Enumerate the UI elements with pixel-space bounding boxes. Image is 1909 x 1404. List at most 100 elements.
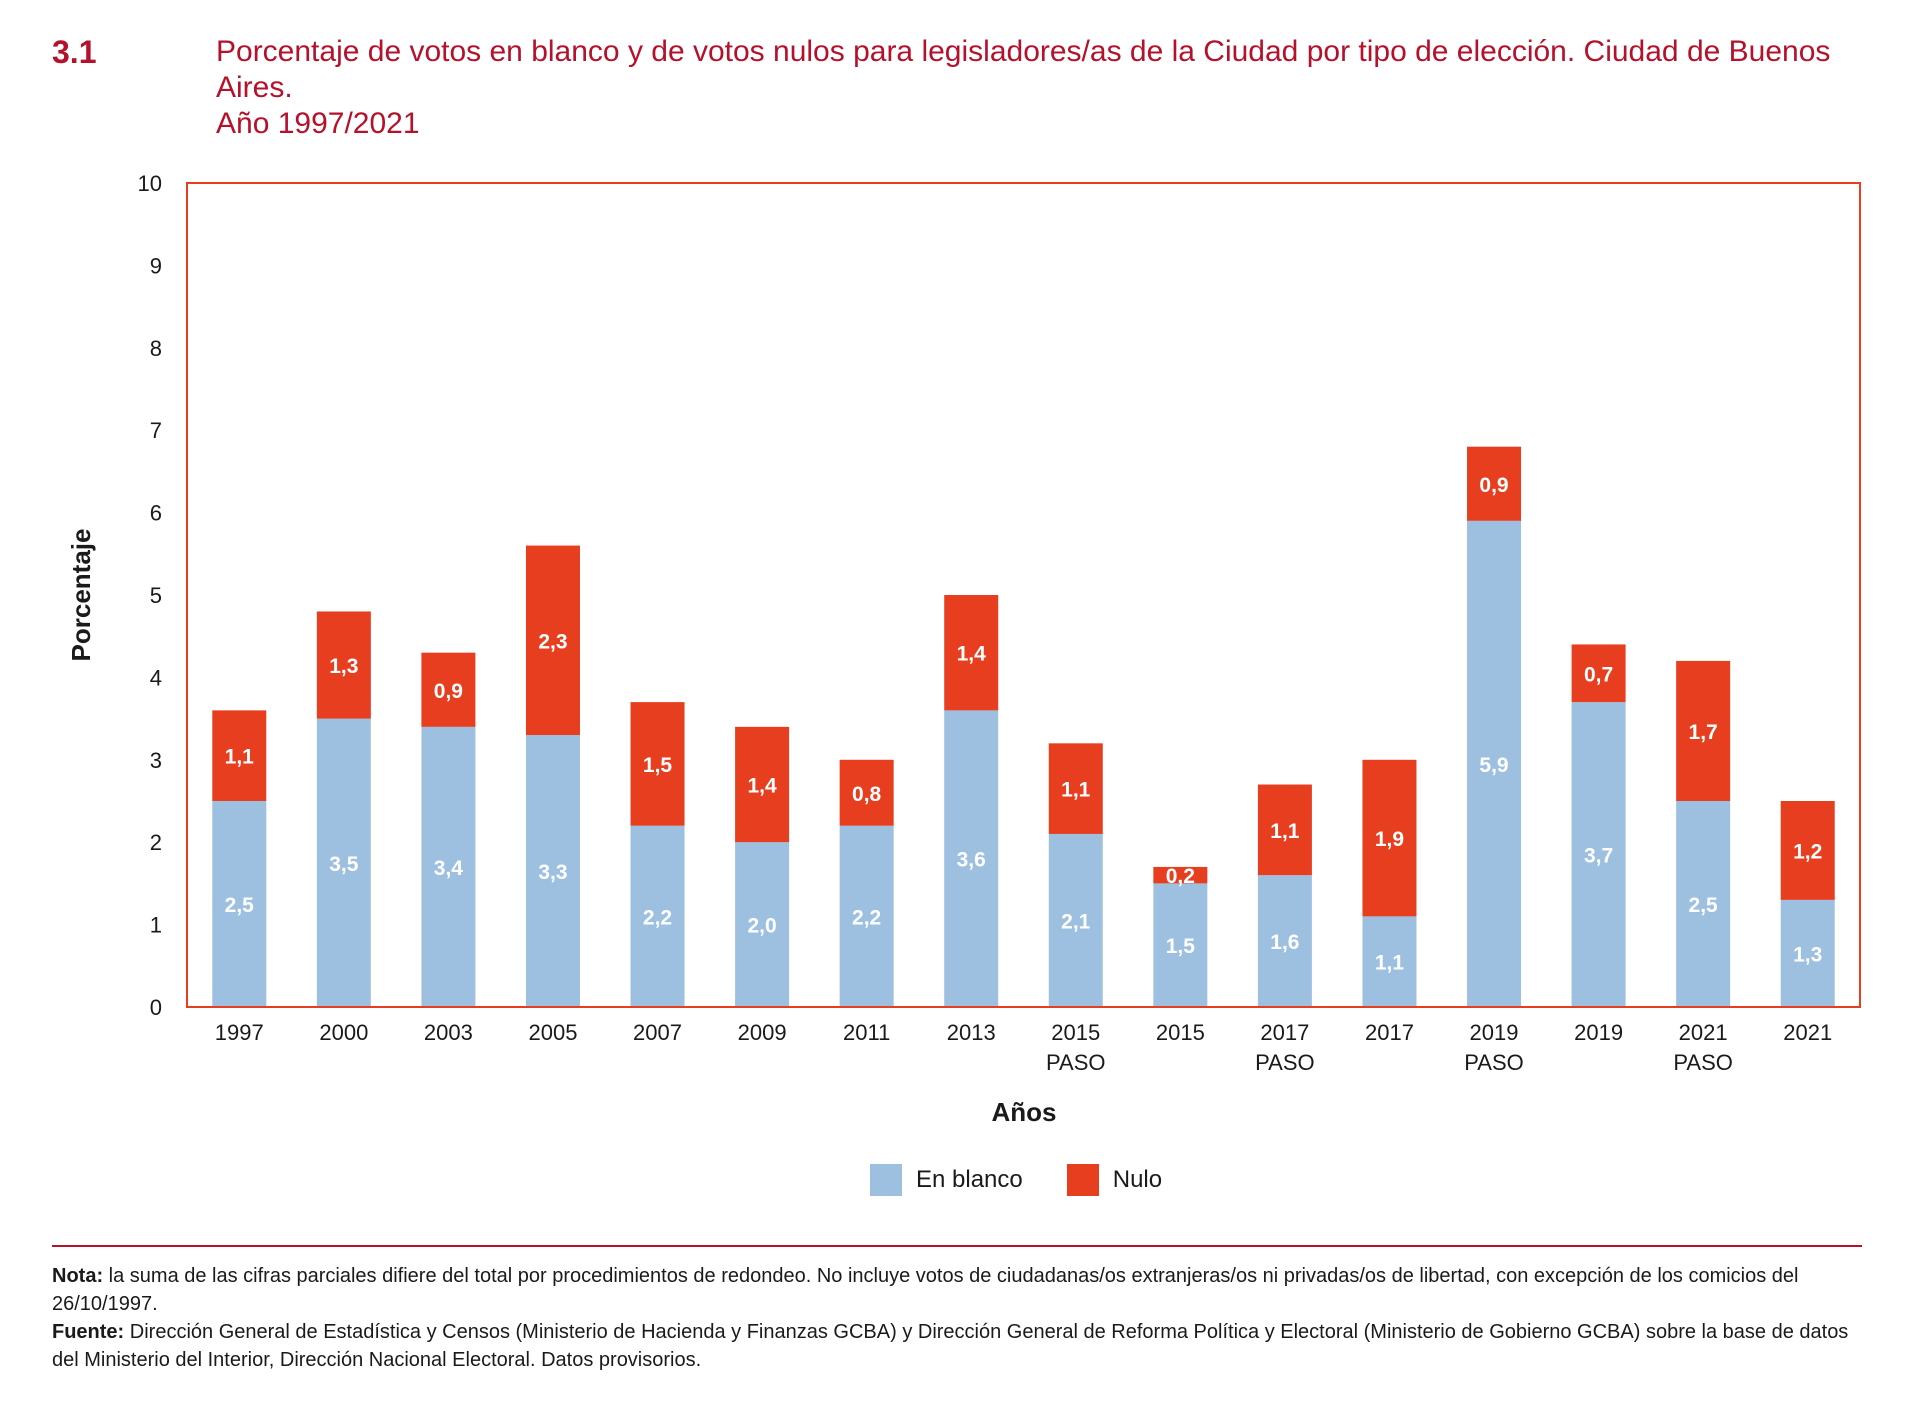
bar-label-en-blanco: 3,4 bbox=[434, 857, 464, 880]
source-label: Fuente: bbox=[52, 1321, 125, 1343]
legend-item-nulo: Nulo bbox=[1066, 1164, 1163, 1196]
bar-en-blanco bbox=[1676, 801, 1731, 1007]
bar-label-nulo: 1,5 bbox=[643, 754, 673, 777]
bar-label-nulo: 0,7 bbox=[1584, 663, 1613, 686]
bar-nulo bbox=[316, 611, 371, 719]
x-tick-label: PASO bbox=[1464, 1050, 1524, 1075]
bar-label-en-blanco: 3,6 bbox=[957, 849, 986, 872]
source-text: Dirección General de Estadística y Censo… bbox=[52, 1321, 1849, 1371]
x-tick-label: 2013 bbox=[947, 1020, 996, 1045]
bar-en-blanco bbox=[1780, 899, 1835, 1007]
bar-nulo bbox=[630, 702, 685, 826]
legend: En blanco Nulo bbox=[870, 1164, 1206, 1196]
y-tick-label: 6 bbox=[150, 501, 162, 526]
y-tick-label: 7 bbox=[150, 418, 162, 443]
y-axis-label: Porcentaje bbox=[66, 529, 96, 662]
bar-en-blanco bbox=[735, 842, 790, 1007]
bar-nulo bbox=[839, 759, 894, 826]
bar-en-blanco bbox=[316, 718, 371, 1007]
x-tick-label: 2021 bbox=[1783, 1020, 1832, 1045]
x-axis-ticks: 1997 2000 2003 2005 2007 2009 2011 2013 2015 PASO… bbox=[215, 1020, 1832, 1075]
bar-label-en-blanco: 1,5 bbox=[1166, 935, 1196, 958]
bar-nulo bbox=[1048, 743, 1103, 834]
y-axis-ticks: 0 1 2 3 4 5 6 7 8 9 10 bbox=[138, 171, 162, 1020]
y-tick-label: 9 bbox=[150, 253, 162, 278]
stacked-bar-chart: 0 1 2 3 4 5 6 7 8 9 10 2,5 1,1 3,5 1,3 3,4 0,9 3,3 2,3 2,2… bbox=[66, 171, 1861, 1127]
bar-label-nulo: 1,1 bbox=[225, 746, 255, 769]
x-axis-label: Años bbox=[992, 1097, 1057, 1127]
x-tick-label: 2000 bbox=[319, 1020, 368, 1045]
bar-nulo bbox=[1257, 784, 1312, 876]
bar-label-en-blanco: 2,2 bbox=[643, 906, 672, 929]
bar-label-nulo: 1,4 bbox=[747, 775, 777, 798]
bar-nulo bbox=[1676, 660, 1731, 801]
bar-en-blanco bbox=[839, 825, 894, 1007]
x-tick-label: PASO bbox=[1673, 1050, 1733, 1075]
bar-label-en-blanco: 1,1 bbox=[1375, 952, 1405, 975]
legend-item-en-blanco: En blanco bbox=[870, 1164, 1023, 1196]
bar-en-blanco bbox=[1362, 916, 1417, 1007]
chart-title: Porcentaje de votos en blanco y de votos… bbox=[216, 34, 1866, 142]
bar-nulo bbox=[212, 710, 267, 801]
y-tick-label: 5 bbox=[150, 583, 162, 608]
bar-nulo bbox=[1153, 866, 1208, 884]
bar-label-nulo: 0,9 bbox=[434, 680, 463, 703]
source-paragraph: Fuente: Dirección General de Estadística… bbox=[52, 1318, 1866, 1374]
legend-swatch-en-blanco bbox=[870, 1164, 902, 1196]
y-tick-label: 2 bbox=[150, 830, 162, 855]
bar-label-nulo: 1,1 bbox=[1061, 779, 1091, 802]
x-tick-label: 1997 bbox=[215, 1020, 264, 1045]
bar-label-en-blanco: 2,2 bbox=[852, 906, 881, 929]
notes-section: Nota: la suma de las cifras parciales di… bbox=[52, 1262, 1866, 1374]
x-tick-label: 2017 bbox=[1260, 1020, 1309, 1045]
bar-label-en-blanco: 2,5 bbox=[225, 894, 255, 917]
note-text: la suma de las cifras parciales difiere … bbox=[52, 1265, 1799, 1315]
bar-en-blanco bbox=[421, 726, 476, 1007]
bar-label-en-blanco: 2,0 bbox=[747, 915, 776, 938]
y-tick-label: 0 bbox=[150, 995, 162, 1020]
bar-label-nulo: 0,8 bbox=[852, 783, 882, 806]
x-tick-label: 2021 bbox=[1679, 1020, 1728, 1045]
bar-label-nulo: 1,2 bbox=[1793, 840, 1822, 863]
x-tick-label: 2015 bbox=[1156, 1020, 1205, 1045]
x-tick-label: PASO bbox=[1046, 1050, 1106, 1075]
y-tick-label: 3 bbox=[150, 748, 162, 773]
bar-en-blanco bbox=[1153, 883, 1208, 1007]
note-label: Nota: bbox=[52, 1265, 104, 1287]
chart-title-line-1: Porcentaje de votos en blanco y de votos… bbox=[216, 35, 1831, 104]
bar-nulo bbox=[735, 726, 790, 843]
bar-label-en-blanco: 2,1 bbox=[1061, 910, 1091, 933]
bars-group: 2,5 1,1 3,5 1,3 3,4 0,9 3,3 2,3 2,2 1,5 2,0 1,4 2,2 0… bbox=[212, 446, 1835, 1007]
y-tick-label: 4 bbox=[150, 665, 162, 690]
bar-en-blanco bbox=[525, 735, 580, 1007]
bar-label-nulo: 1,1 bbox=[1270, 820, 1300, 843]
legend-label-nulo: Nulo bbox=[1112, 1166, 1163, 1193]
bar-label-en-blanco: 1,6 bbox=[1270, 931, 1299, 954]
bar-label-nulo: 0,2 bbox=[1166, 865, 1195, 888]
bar-label-en-blanco: 3,7 bbox=[1584, 845, 1613, 868]
x-tick-label: 2019 bbox=[1470, 1020, 1519, 1045]
legend-swatch-nulo bbox=[1066, 1164, 1099, 1196]
bar-en-blanco bbox=[1048, 833, 1103, 1007]
x-tick-label: 2017 bbox=[1365, 1020, 1414, 1045]
chart-title-line-2: Año 1997/2021 bbox=[216, 107, 420, 140]
bar-label-nulo: 1,4 bbox=[957, 643, 987, 666]
plot-area-frame bbox=[186, 182, 1861, 1008]
x-tick-label: 2009 bbox=[738, 1020, 787, 1045]
figure-number: 3.1 bbox=[52, 34, 97, 70]
y-tick-label: 8 bbox=[150, 336, 162, 361]
bar-en-blanco bbox=[630, 825, 685, 1007]
y-tick-label: 10 bbox=[138, 171, 162, 196]
bar-en-blanco bbox=[944, 710, 999, 1007]
bar-label-en-blanco: 3,5 bbox=[329, 853, 359, 876]
x-tick-label: PASO bbox=[1255, 1050, 1315, 1075]
bar-label-nulo: 0,9 bbox=[1479, 474, 1508, 497]
bar-label-nulo: 1,3 bbox=[329, 655, 358, 678]
bar-nulo bbox=[1780, 801, 1835, 900]
bar-en-blanco bbox=[1571, 702, 1626, 1007]
note-paragraph: Nota: la suma de las cifras parciales di… bbox=[52, 1262, 1866, 1318]
notes-divider bbox=[52, 1245, 1862, 1247]
bar-label-en-blanco: 3,3 bbox=[538, 861, 567, 884]
x-tick-label: 2011 bbox=[843, 1020, 890, 1045]
bar-nulo bbox=[525, 545, 580, 736]
